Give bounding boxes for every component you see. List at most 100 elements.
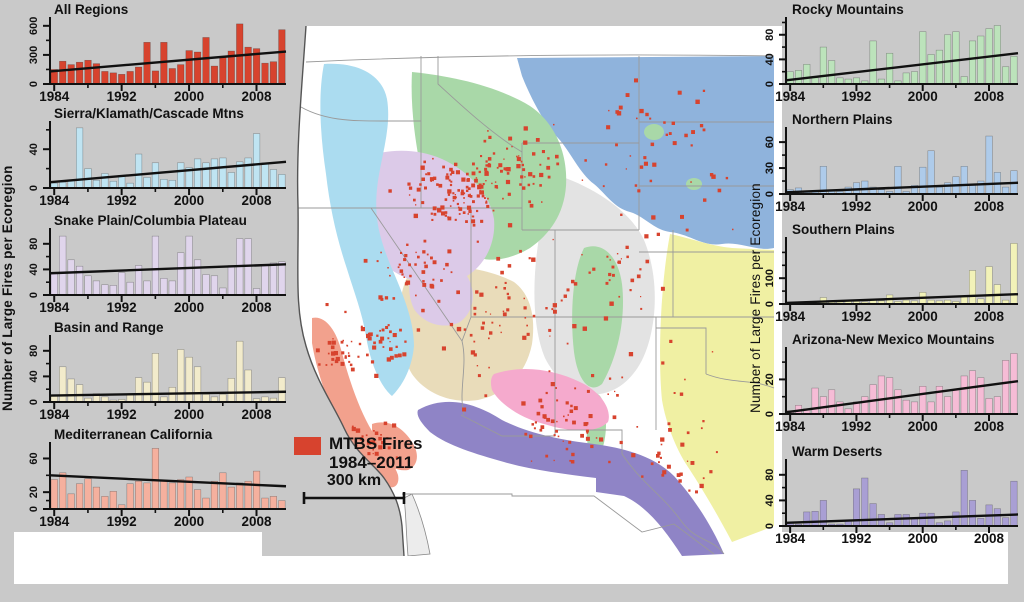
- fire-dot: [462, 407, 467, 412]
- fire-dot: [569, 409, 574, 413]
- fire-dot: [636, 117, 638, 120]
- fire-dot: [477, 374, 481, 378]
- fire-dot: [429, 177, 434, 182]
- y-tick-label: 80: [28, 238, 40, 250]
- x-tick-label: 1992: [841, 531, 871, 546]
- fire-dot: [584, 159, 587, 162]
- bar: [118, 272, 126, 296]
- x-tick-label: 2000: [174, 514, 204, 529]
- fire-dot: [616, 394, 619, 397]
- bar: [126, 394, 134, 403]
- ecoregion-map: [262, 25, 782, 557]
- bar: [269, 496, 277, 510]
- fire-dot: [386, 357, 391, 362]
- bar: [194, 158, 202, 189]
- fire-dot: [468, 209, 472, 213]
- fire-dot: [367, 336, 372, 341]
- bar: [278, 500, 286, 510]
- fire-dot: [432, 260, 437, 265]
- fire-dot: [546, 417, 550, 422]
- fire-dot: [361, 435, 364, 438]
- bar: [985, 398, 993, 415]
- fire-dot: [472, 200, 475, 204]
- fire-dot: [506, 172, 510, 175]
- trend-line: [785, 52, 1019, 82]
- x-tick-label: 1984: [775, 89, 806, 104]
- fire-dot: [607, 393, 609, 395]
- bar: [168, 482, 176, 510]
- bar: [927, 54, 935, 85]
- fire-dot: [533, 427, 536, 430]
- fire-dot: [421, 308, 425, 313]
- bar: [886, 377, 894, 415]
- bar: [919, 166, 927, 195]
- x-tick-label: 1984: [775, 199, 806, 214]
- bar: [269, 61, 277, 85]
- bar: [269, 262, 277, 296]
- fire-dot: [404, 340, 407, 343]
- fire-dot: [535, 138, 540, 142]
- fire-dot: [378, 295, 383, 300]
- bar: [109, 72, 117, 85]
- bar: [219, 287, 227, 296]
- x-tick-label: 2000: [174, 193, 204, 208]
- fire-dot: [516, 155, 518, 158]
- ecoregion-shape: [660, 234, 774, 542]
- bar: [202, 274, 210, 296]
- bar: [210, 480, 218, 510]
- fire-dot: [569, 459, 572, 462]
- chart-title: Mediterranean California: [54, 427, 213, 442]
- fire-dot: [466, 172, 469, 176]
- map-scale-bar: 300 km: [298, 472, 410, 511]
- y-tick-label: 40: [28, 263, 40, 275]
- y-tick-label: 40: [28, 370, 40, 382]
- fire-dot: [528, 200, 531, 204]
- fire-dot: [524, 176, 526, 178]
- bar: [1010, 480, 1018, 527]
- fire-dot: [470, 350, 476, 355]
- bar: [244, 369, 252, 403]
- y-tick-label: 20: [28, 486, 40, 498]
- fire-dot: [679, 392, 684, 396]
- fire-dot: [553, 123, 555, 126]
- fire-dot: [421, 177, 425, 181]
- chart-panel: Rocky Mountains 0 40 80 1984 1992 2000 2008: [756, 0, 1024, 114]
- fire-dot: [620, 258, 622, 260]
- fire-dot: [416, 328, 421, 332]
- fire-dot: [500, 169, 503, 173]
- bar: [143, 280, 151, 296]
- fire-dot: [386, 437, 389, 440]
- chart-title: Warm Deserts: [792, 444, 882, 459]
- fire-dot: [556, 420, 558, 423]
- bar: [59, 235, 67, 296]
- fire-dot: [539, 172, 544, 178]
- fire-dot: [717, 188, 722, 193]
- fire-dot: [702, 477, 705, 480]
- fire-dot: [484, 197, 486, 199]
- fire-dot: [702, 89, 706, 92]
- fire-dot: [471, 183, 476, 188]
- fire-dot: [506, 167, 511, 172]
- fire-dot: [526, 324, 528, 327]
- y-tick-label: 0: [28, 506, 40, 512]
- fire-dot: [545, 307, 548, 310]
- fire-dot: [608, 279, 611, 282]
- fire-dot: [637, 189, 641, 193]
- fire-dot: [422, 250, 426, 254]
- fire-dot: [686, 460, 689, 462]
- bar: [109, 285, 117, 296]
- fire-dot: [455, 170, 460, 175]
- fire-dot: [508, 136, 513, 141]
- fire-dot: [487, 130, 489, 132]
- fire-dot: [327, 352, 330, 355]
- fire-dot: [392, 333, 397, 338]
- fire-dot: [346, 345, 349, 347]
- fire-dot: [679, 472, 683, 476]
- fire-dot: [357, 355, 360, 358]
- fire-dot: [690, 181, 692, 183]
- fire-dot: [327, 340, 332, 345]
- fire-dot: [650, 142, 655, 147]
- fire-dot: [612, 415, 617, 420]
- fire-dot: [437, 299, 441, 303]
